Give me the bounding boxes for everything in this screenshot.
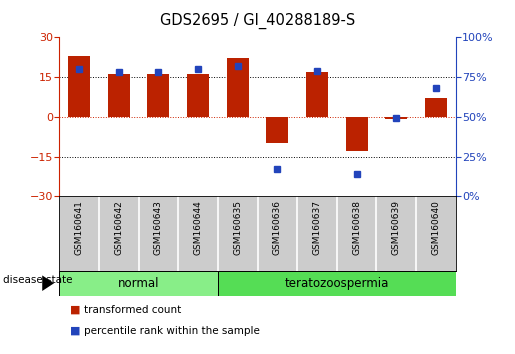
Text: ■: ■	[70, 305, 80, 315]
Text: normal: normal	[118, 277, 159, 290]
Text: transformed count: transformed count	[84, 305, 181, 315]
Text: GSM160641: GSM160641	[75, 200, 83, 255]
Bar	[306, 72, 328, 117]
Bar	[218, 271, 456, 296]
Text: GSM160636: GSM160636	[273, 200, 282, 255]
Text: percentile rank within the sample: percentile rank within the sample	[84, 326, 260, 336]
Text: GSM160642: GSM160642	[114, 200, 123, 255]
Polygon shape	[42, 275, 54, 291]
Text: GSM160635: GSM160635	[233, 200, 242, 255]
Bar	[108, 74, 130, 117]
Bar	[68, 56, 90, 117]
Bar	[385, 117, 407, 120]
Text: GDS2695 / GI_40288189-S: GDS2695 / GI_40288189-S	[160, 12, 355, 29]
Bar	[227, 58, 249, 117]
Bar	[187, 74, 209, 117]
Text: GSM160640: GSM160640	[432, 200, 440, 255]
Bar	[59, 271, 218, 296]
Bar	[147, 74, 169, 117]
Text: GSM160643: GSM160643	[154, 200, 163, 255]
Text: GSM160639: GSM160639	[392, 200, 401, 255]
Text: GSM160644: GSM160644	[194, 200, 202, 255]
Text: teratozoospermia: teratozoospermia	[285, 277, 389, 290]
Text: disease state: disease state	[3, 275, 72, 285]
Bar	[266, 117, 288, 143]
Text: GSM160637: GSM160637	[313, 200, 321, 255]
Text: GSM160638: GSM160638	[352, 200, 361, 255]
Text: ■: ■	[70, 326, 80, 336]
Bar	[425, 98, 447, 117]
Bar	[346, 117, 368, 152]
